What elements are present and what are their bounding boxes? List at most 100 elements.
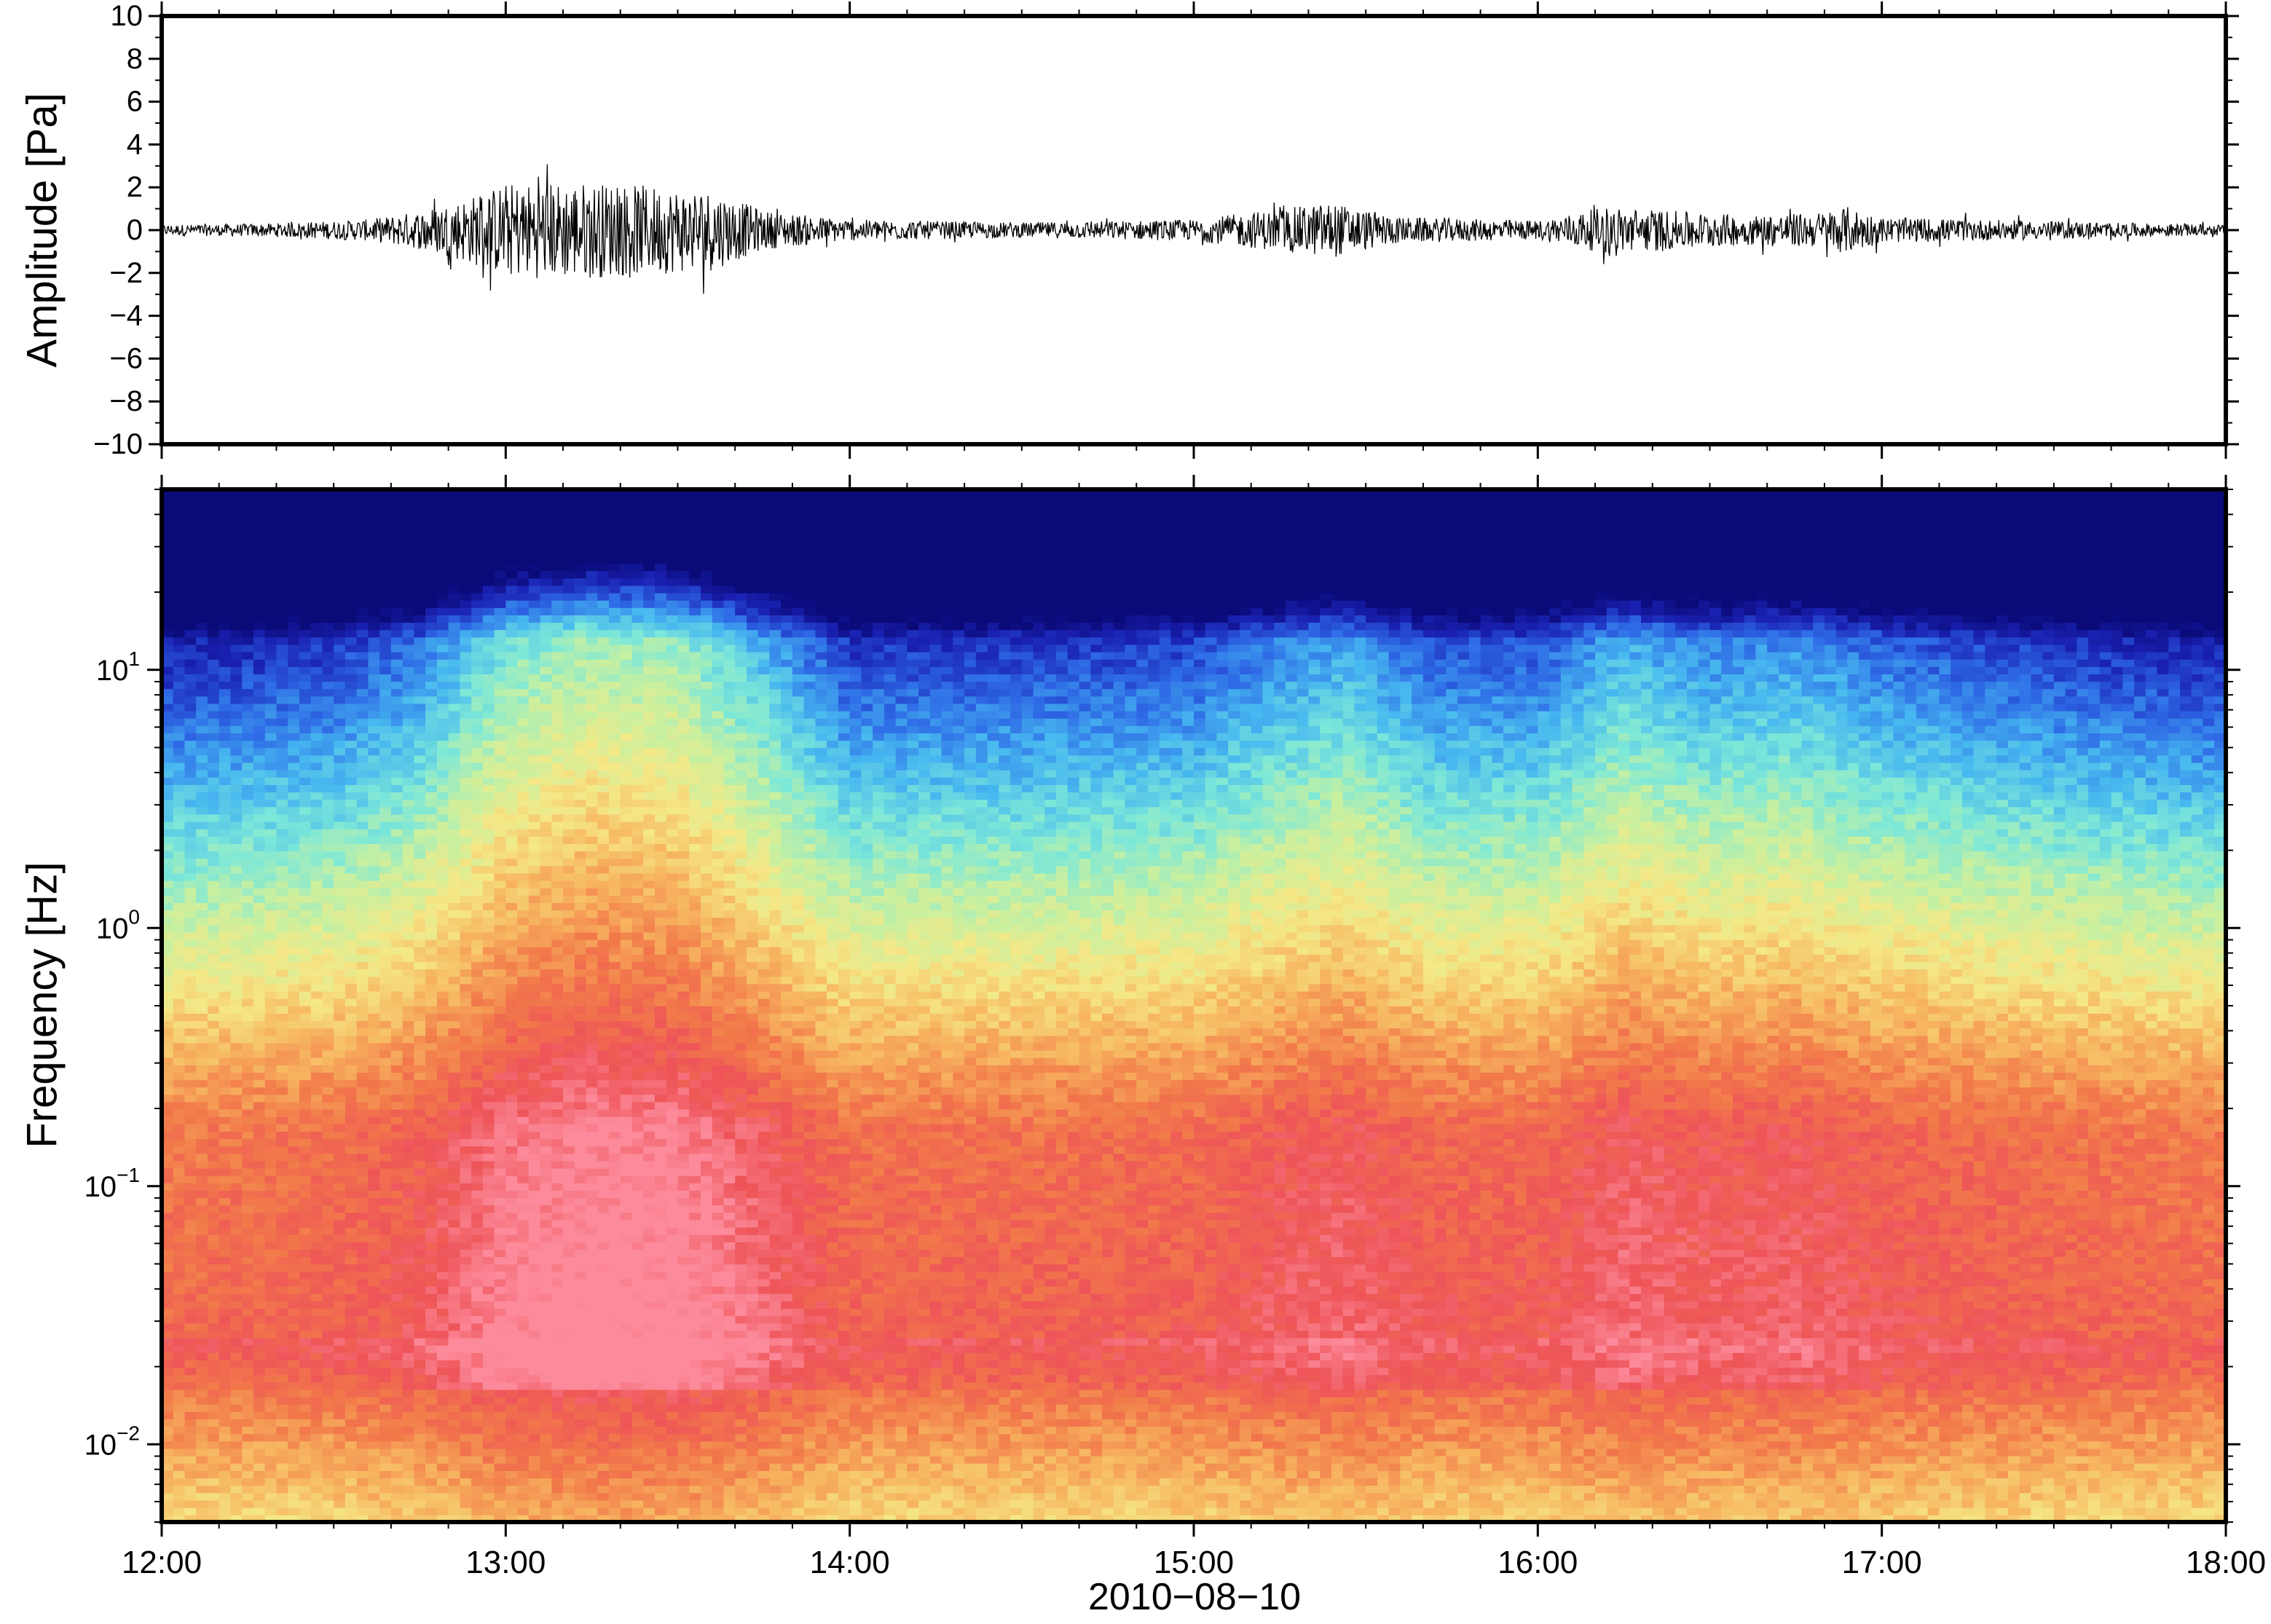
spectrogram-cell bbox=[494, 1101, 507, 1110]
spectrogram-cell bbox=[448, 806, 461, 815]
spectrogram-cell bbox=[425, 983, 438, 992]
spectrogram-cell bbox=[414, 1301, 426, 1309]
spectrogram-cell bbox=[505, 799, 518, 808]
spectrogram-cell bbox=[207, 851, 220, 859]
spectrogram-cell bbox=[242, 1028, 254, 1036]
spectrogram-cell bbox=[540, 1492, 553, 1501]
spectrogram-cell bbox=[334, 1072, 346, 1081]
spectrogram-cell bbox=[528, 976, 541, 985]
spectrogram-cell bbox=[264, 1301, 278, 1309]
spectrogram-cell bbox=[196, 917, 208, 926]
spectrogram-cell bbox=[288, 887, 300, 896]
spectrogram-cell bbox=[528, 1212, 541, 1221]
spectrogram-cell bbox=[368, 1352, 380, 1360]
spectrogram-cell bbox=[471, 1190, 484, 1199]
spectrogram-cell bbox=[162, 1330, 174, 1339]
spectrogram-cell bbox=[356, 924, 369, 933]
spectrogram-cell bbox=[505, 1448, 518, 1457]
spectrogram-cell bbox=[494, 1153, 507, 1162]
spectrogram-cell bbox=[322, 1315, 334, 1324]
spectrogram-cell bbox=[448, 792, 461, 800]
spectrogram-cell bbox=[276, 813, 288, 822]
spectrogram-cell bbox=[448, 747, 461, 756]
spectrogram-cell bbox=[505, 1403, 518, 1412]
spectrogram-cell bbox=[402, 792, 415, 800]
spectrogram-cell bbox=[334, 843, 346, 852]
spectrogram-cell bbox=[379, 1448, 392, 1457]
spectrogram-cell bbox=[368, 622, 380, 631]
spectrogram-cell bbox=[207, 792, 220, 800]
spectrogram-cell bbox=[253, 1440, 266, 1449]
spectrogram-cell bbox=[471, 1226, 484, 1235]
spectrogram-cell bbox=[276, 540, 288, 549]
spectrogram-cell bbox=[219, 489, 232, 497]
spectrogram-cell bbox=[551, 1264, 564, 1272]
spectrogram-cell bbox=[196, 717, 208, 726]
spectrogram-cell bbox=[540, 917, 553, 926]
spectrogram-cell bbox=[505, 1492, 518, 1501]
spectrogram-cell bbox=[230, 1507, 243, 1515]
spectrogram-cell bbox=[356, 1116, 369, 1124]
spectrogram-cell bbox=[551, 1049, 564, 1058]
spectrogram-cell bbox=[288, 990, 300, 999]
spectrogram-cell bbox=[528, 1271, 541, 1280]
spectrogram-cell bbox=[345, 1337, 358, 1346]
spectrogram-cell bbox=[379, 1337, 392, 1346]
spectrogram-cell bbox=[505, 990, 518, 999]
spectrogram-cell bbox=[482, 1499, 495, 1508]
spectrogram-cell bbox=[162, 917, 174, 926]
spectrogram-cell bbox=[425, 710, 438, 719]
spectrogram-cell bbox=[414, 1183, 426, 1191]
spectrogram-cell bbox=[276, 843, 288, 852]
spectrogram-cell bbox=[253, 519, 266, 527]
spectrogram-cell bbox=[264, 917, 278, 926]
spectrogram-cell bbox=[505, 1264, 518, 1272]
spectrogram-cell bbox=[448, 1337, 461, 1346]
spectrogram-cell bbox=[540, 1190, 553, 1199]
spectrogram-cell bbox=[162, 821, 174, 829]
spectrogram-cell bbox=[162, 836, 174, 844]
spectrogram-cell bbox=[276, 917, 288, 926]
spectrogram-cell bbox=[482, 1153, 495, 1162]
spectrogram-cell bbox=[356, 1131, 369, 1140]
spectrogram-cell bbox=[402, 1035, 415, 1044]
spectrogram-cell bbox=[288, 1167, 300, 1176]
spectrogram-cell bbox=[528, 578, 541, 586]
spectrogram-cell bbox=[460, 1124, 472, 1132]
spectrogram-cell bbox=[184, 1072, 197, 1081]
spectrogram-cell bbox=[390, 946, 404, 955]
spectrogram-cell bbox=[356, 1330, 369, 1339]
spectrogram-cell bbox=[448, 1057, 461, 1065]
spectrogram-cell bbox=[494, 658, 507, 667]
spectrogram-cell bbox=[471, 1167, 484, 1176]
spectrogram-cell bbox=[345, 1131, 358, 1140]
spectrogram-cell bbox=[264, 784, 278, 793]
spectrogram-cell bbox=[184, 666, 197, 675]
spectrogram-cell bbox=[219, 592, 232, 601]
spectrogram-cell bbox=[207, 1478, 220, 1486]
spectrogram-cell bbox=[230, 836, 243, 844]
spectrogram-cell bbox=[390, 1426, 404, 1435]
spectrogram-cell bbox=[448, 762, 461, 770]
spectrogram-cell bbox=[196, 1167, 208, 1176]
spectrogram-cell bbox=[379, 1426, 392, 1435]
spectrogram-cell bbox=[345, 703, 358, 712]
spectrogram-cell bbox=[322, 717, 334, 726]
spectrogram-cell bbox=[368, 504, 380, 513]
spectrogram-cell bbox=[276, 777, 288, 785]
spectrogram-cell bbox=[460, 887, 472, 896]
spectrogram-cell bbox=[173, 1419, 186, 1427]
spectrogram-cell bbox=[196, 939, 208, 947]
spectrogram-cell bbox=[276, 644, 288, 653]
spectrogram-cell bbox=[551, 1108, 564, 1117]
spectrogram-cell bbox=[162, 939, 174, 947]
spectrogram-cell bbox=[196, 946, 208, 955]
spectrogram-cell bbox=[264, 733, 278, 741]
spectrogram-cell bbox=[322, 1478, 334, 1486]
spectrogram-cell bbox=[482, 792, 495, 800]
spectrogram-cell bbox=[414, 578, 426, 586]
spectrogram-cell bbox=[368, 1470, 380, 1479]
spectrogram-cell bbox=[402, 1426, 415, 1435]
spectrogram-cell bbox=[322, 1020, 334, 1029]
spectrogram-cell bbox=[162, 851, 174, 859]
